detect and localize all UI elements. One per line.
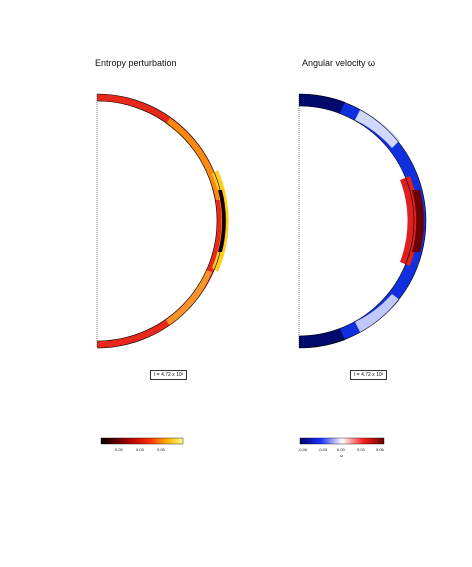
omega-colorbar-tick: -0.03 — [318, 447, 328, 452]
entropy-shell — [96, 93, 229, 349]
entropy-shell-base — [97, 94, 224, 348]
omega-shell-outline — [298, 93, 427, 349]
omega-colorbar — [299, 437, 385, 445]
omega-shell-inner-outline — [298, 105, 415, 337]
angular-velocity-shell — [298, 93, 427, 349]
angular-velocity-panel-title: Angular velocity ω — [302, 58, 376, 68]
entropy-colorbar-tick: 0.03 — [136, 447, 144, 452]
omega-shell-south-stripes — [355, 294, 400, 332]
omega-shell-base — [299, 94, 426, 348]
entropy-shell-lower-band — [166, 270, 212, 326]
entropy-shell-bright-band — [166, 118, 222, 200]
entropy-colorbar-tick: 0.05 — [157, 447, 165, 452]
omega-colorbar-tick: 0.00 — [337, 447, 345, 452]
omega-colorbar-tick: 0.03 — [357, 447, 365, 452]
entropy-colorbar-tick: 0.00 — [115, 447, 123, 452]
omega-time-label: t = 4.72 x 10² — [350, 370, 388, 380]
entropy-shell-inner-outline — [96, 100, 218, 342]
omega-colorbar-tick: -0.06 — [298, 447, 308, 452]
entropy-colorbar — [100, 437, 184, 445]
omega-shell-north-polar — [299, 93, 345, 113]
omega-shell-equator-dark-red — [412, 190, 424, 252]
omega-shell-north-stripes — [355, 110, 400, 148]
entropy-shell-equator-dark — [218, 190, 226, 252]
entropy-panel-title: Entropy perturbation — [95, 58, 177, 68]
omega-shell-equator-red — [400, 176, 419, 266]
entropy-shell-outline — [96, 93, 225, 349]
entropy-time-label: t = 4.72 x 10² — [150, 370, 188, 380]
omega-shell-south-polar — [299, 329, 345, 349]
omega-colorbar-tick: 0.06 — [376, 447, 384, 452]
entropy-shell-equator-yellow — [212, 170, 229, 272]
omega-colorbar-symbol: ω — [340, 453, 344, 458]
